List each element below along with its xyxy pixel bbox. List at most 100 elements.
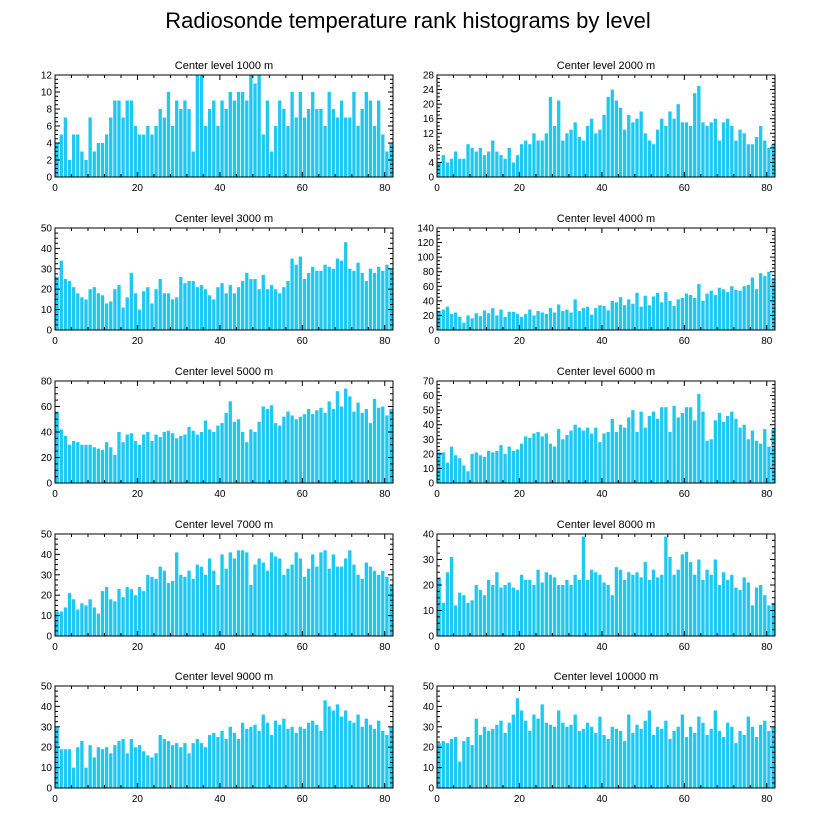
panel-title: Center level 5000 m [175,366,273,378]
bar [726,292,730,330]
x-tick-label: 20 [514,794,526,805]
bar [137,309,142,330]
bar [577,136,581,177]
bar [664,536,668,636]
bar [80,741,84,788]
bar [602,582,606,636]
bar [282,574,286,636]
bar [298,92,303,177]
bar [746,144,750,177]
bar [121,442,125,483]
bar [581,308,586,330]
bar [437,452,441,483]
bar [121,117,125,177]
bar [294,552,298,636]
bar [449,446,454,483]
bar [154,434,158,483]
bar [627,115,631,177]
bar [647,305,652,330]
x-tick-label: 40 [214,489,226,500]
bar [117,432,121,483]
bar [734,289,738,330]
bar [631,410,635,483]
bar [590,433,594,483]
bar [183,743,187,788]
bar [478,734,483,788]
bar [655,418,660,483]
bar [495,315,499,330]
bar [635,432,639,483]
bar [528,730,532,788]
bar [602,115,606,177]
bar [449,158,454,177]
panel-5: Center level 5000 m 0 20 40 60 80 0 20 40 60 80 [41,366,394,500]
bar [377,266,381,330]
bar [129,272,134,330]
bar [643,133,647,177]
bar [548,574,553,636]
panel-title: Center level 7000 m [175,519,273,531]
y-tick-label: 50 [423,682,435,693]
bar [208,734,212,788]
bar [511,162,516,177]
bar [129,100,134,177]
x-tick-label: 40 [596,794,608,805]
bar [721,572,726,636]
bar [478,316,483,330]
bar [726,118,730,177]
bar [195,739,199,788]
bar [519,316,524,330]
y-tick-label: 10 [41,88,53,99]
bar [344,710,348,788]
bar [323,700,327,788]
bar [245,442,249,483]
bar [59,260,63,330]
bar [294,732,298,788]
y-tick-label: 20 [423,743,435,754]
bar [561,722,565,788]
bar [142,751,146,788]
bar [240,722,245,788]
bar [519,144,524,177]
x-tick-label: 20 [514,642,526,653]
bar [88,289,92,330]
bar [273,423,278,483]
x-tick-label: 0 [52,642,58,653]
bar [441,741,445,788]
bar [759,724,763,788]
bar [228,552,232,636]
bar [364,718,368,788]
bar [544,433,548,483]
bar [668,556,672,636]
bar [491,140,495,177]
bar [154,126,158,177]
bar [763,276,767,330]
bar [478,147,483,177]
bar [742,133,746,177]
bar [203,420,208,483]
bar [470,453,474,483]
bar [96,613,101,636]
bar [273,720,278,788]
bar [726,415,730,483]
bar [486,730,491,788]
bar [598,574,602,636]
y-tick-label: 40 [41,702,53,713]
bar [503,316,507,330]
y-tick-label: 4 [46,139,52,150]
x-tick-label: 0 [434,642,440,653]
bar [109,301,113,330]
bar [750,605,755,636]
bar [117,100,121,177]
bar [515,698,520,788]
bar [273,289,278,330]
bar [364,92,368,177]
panel-3: Center level 3000 m 0 20 40 60 80 0 10 20 30 40 50 [41,213,394,347]
bar [129,433,134,483]
bar [528,144,532,177]
bar [381,406,385,483]
bar [356,262,360,330]
bar [746,716,750,788]
bar [717,287,722,330]
bar [278,558,282,636]
